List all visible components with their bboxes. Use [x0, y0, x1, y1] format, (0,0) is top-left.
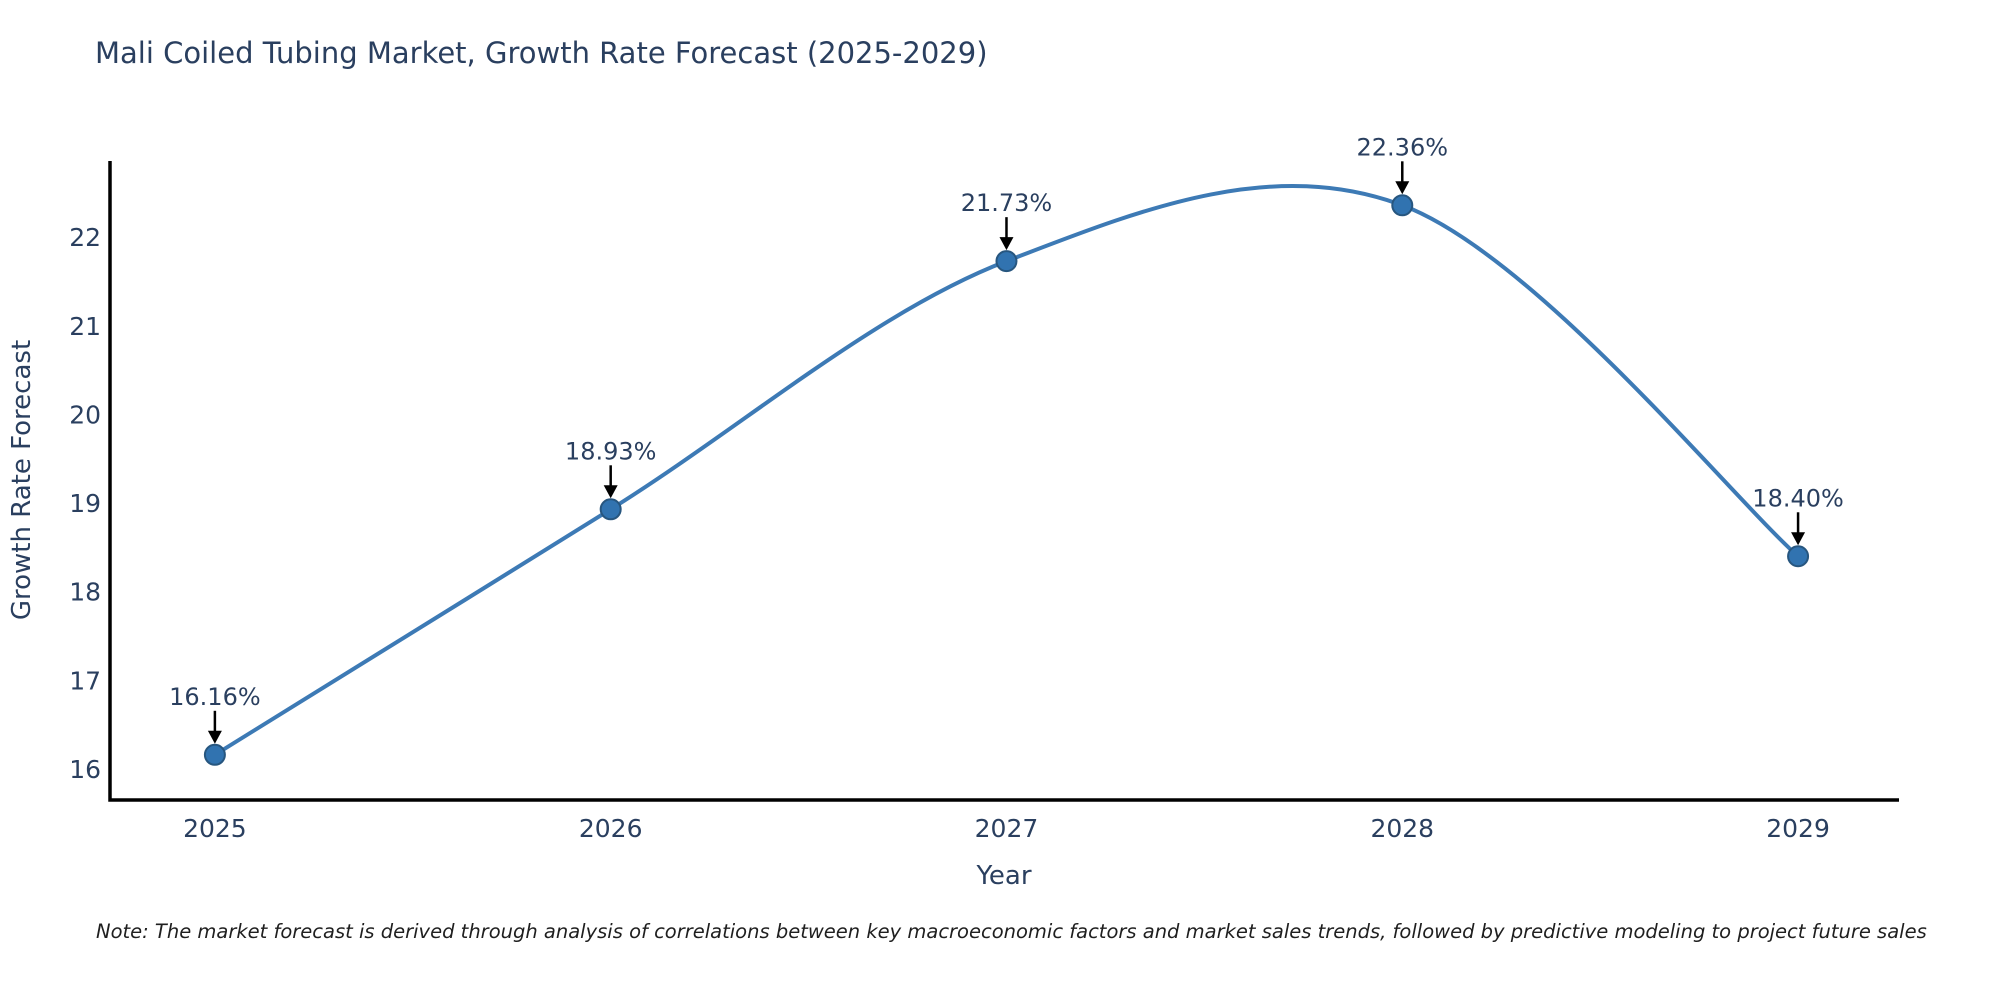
y-tick-label: 18 [69, 578, 101, 607]
data-point-marker [995, 250, 1018, 273]
data-point-label: 21.73% [961, 189, 1053, 217]
x-tick-label: 2028 [1370, 814, 1434, 843]
y-tick-label: 20 [69, 400, 101, 429]
data-point-label: 16.16% [169, 683, 261, 711]
y-tick-label: 22 [69, 223, 101, 252]
data-point-label: 18.93% [565, 437, 657, 465]
data-point-marker [1391, 194, 1414, 217]
x-axis-title: Year [975, 861, 1031, 891]
chart-title: Mali Coiled Tubing Market, Growth Rate F… [95, 36, 988, 70]
y-tick-label: 16 [69, 755, 101, 784]
y-axis-title: Growth Rate Forecast [7, 340, 37, 620]
data-point-marker [203, 743, 226, 766]
y-tick-label: 19 [69, 489, 101, 518]
annotation-arrow-head [1395, 181, 1410, 195]
data-point-marker [1787, 545, 1810, 568]
annotation-arrow-head [603, 485, 618, 499]
x-tick-label: 2029 [1766, 814, 1830, 843]
data-point-marker [599, 498, 622, 521]
axis-lines [108, 161, 1899, 802]
y-tick-label: 21 [69, 312, 101, 341]
data-point-label: 18.40% [1752, 484, 1844, 512]
x-tick-label: 2025 [183, 814, 247, 843]
footnote: Note: The market forecast is derived thr… [96, 920, 1927, 943]
annotation-arrow-head [1791, 532, 1806, 546]
x-tick-label: 2027 [975, 814, 1039, 843]
x-tick-label: 2026 [579, 814, 643, 843]
annotation-arrow-head [999, 237, 1014, 251]
y-tick-label: 17 [69, 666, 101, 695]
data-point-label: 22.36% [1357, 133, 1449, 161]
annotation-arrow-head [207, 730, 222, 744]
